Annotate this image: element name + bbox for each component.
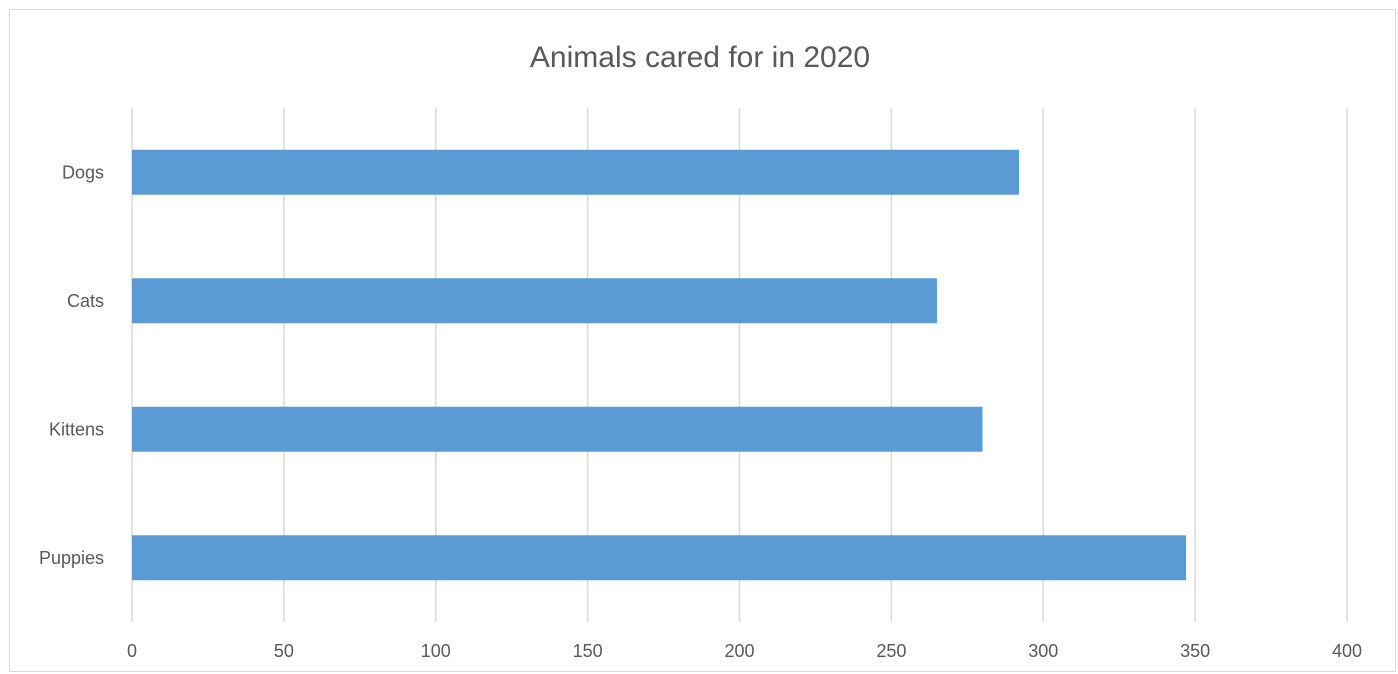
x-tick-label: 350 <box>1180 641 1210 661</box>
x-tick-label: 150 <box>573 641 603 661</box>
chart-title: Animals cared for in 2020 <box>530 41 870 74</box>
x-tick-label: 250 <box>876 641 906 661</box>
x-tick-label: 100 <box>421 641 451 661</box>
x-tick-label: 400 <box>1332 641 1362 661</box>
bar-cats <box>132 278 937 324</box>
y-axis-tick-labels: Dogs Cats Kittens Puppies <box>39 162 104 568</box>
x-tick-label: 0 <box>127 641 137 661</box>
bar-puppies <box>132 535 1187 581</box>
y-tick-label: Kittens <box>49 419 104 439</box>
y-tick-label: Dogs <box>62 162 104 182</box>
bar-dogs <box>132 149 1019 195</box>
x-axis-tick-labels: 0 50 100 150 200 250 300 350 400 <box>127 641 1362 661</box>
bar-kittens <box>132 406 983 452</box>
x-tick-label: 300 <box>1028 641 1058 661</box>
y-tick-label: Cats <box>67 291 104 311</box>
x-tick-label: 200 <box>724 641 754 661</box>
y-tick-label: Puppies <box>39 548 104 568</box>
bars <box>132 149 1187 581</box>
x-tick-label: 50 <box>274 641 294 661</box>
